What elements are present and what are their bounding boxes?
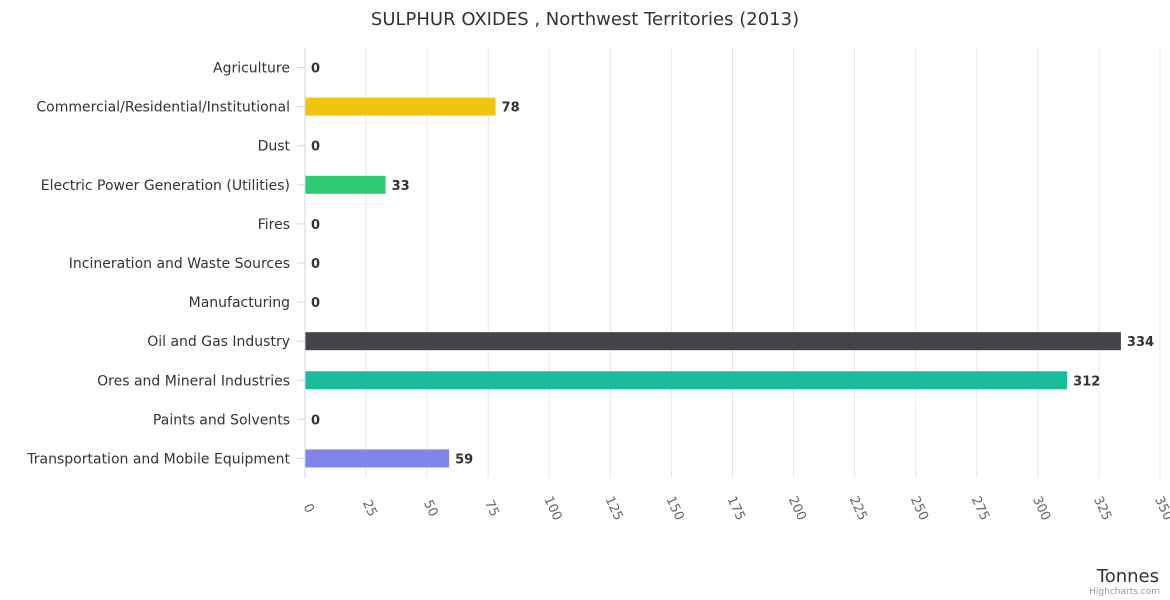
category-label: Commercial/Residential/Institutional: [36, 100, 290, 116]
category-label: Paints and Solvents: [153, 412, 290, 428]
category-label: Agriculture: [213, 61, 290, 77]
category-label: Manufacturing: [189, 295, 290, 311]
data-label: 334: [1127, 335, 1154, 350]
x-tick-label: 225: [846, 494, 870, 523]
category-label: Ores and Mineral Industries: [97, 373, 290, 389]
x-tick-label: 175: [724, 494, 748, 523]
data-label: 78: [502, 101, 520, 116]
category-axis: Agriculture Commercial/Residential/Instit…: [26, 48, 306, 478]
category-label: Incineration and Waste Sources: [69, 256, 290, 272]
data-label: 312: [1073, 374, 1100, 389]
data-labels: 0 78 0 33 0 0 0 334 312 0 59: [311, 62, 1154, 468]
x-tick-label: 325: [1090, 494, 1114, 523]
value-axis: 0 25 50 75 100 125 150 175 200 225 250 275 300 325 350: [300, 494, 1170, 523]
data-label: 59: [455, 452, 473, 467]
x-axis-title: Tonnes: [1096, 566, 1159, 587]
x-tick-label: 50: [420, 498, 441, 519]
bar[interactable]: [305, 175, 386, 194]
category-label: Fires: [258, 217, 290, 233]
x-tick-label: 200: [785, 494, 809, 523]
bar[interactable]: [305, 371, 1068, 390]
x-tick-label: 250: [907, 494, 931, 523]
data-label: 0: [311, 140, 320, 155]
x-tick-label: 350: [1151, 494, 1170, 523]
bar[interactable]: [305, 449, 450, 468]
data-label: 33: [392, 179, 410, 194]
data-label: 0: [311, 218, 320, 233]
data-label: 0: [311, 413, 320, 428]
category-label: Oil and Gas Industry: [147, 334, 290, 350]
credits-link[interactable]: Highcharts.com: [1089, 587, 1160, 597]
x-tick-label: 0: [300, 502, 317, 516]
x-tick-label: 25: [359, 498, 380, 519]
x-tick-label: 150: [663, 494, 687, 523]
chart-title: SULPHUR OXIDES , Northwest Territories (…: [371, 9, 799, 30]
data-label: 0: [311, 257, 320, 272]
bar[interactable]: [305, 97, 496, 116]
x-tick-label: 75: [481, 498, 502, 519]
x-tick-label: 275: [968, 494, 992, 523]
gridlines: [304, 48, 1161, 478]
x-tick-label: 125: [601, 494, 625, 523]
bar[interactable]: [305, 332, 1121, 351]
x-tick-label: 100: [540, 494, 564, 523]
category-label: Dust: [258, 139, 291, 155]
bar-series: [305, 97, 1121, 468]
category-label: Electric Power Generation (Utilities): [41, 178, 290, 194]
x-tick-label: 300: [1029, 494, 1053, 523]
data-label: 0: [311, 62, 320, 77]
category-label: Transportation and Mobile Equipment: [26, 451, 290, 467]
data-label: 0: [311, 296, 320, 311]
